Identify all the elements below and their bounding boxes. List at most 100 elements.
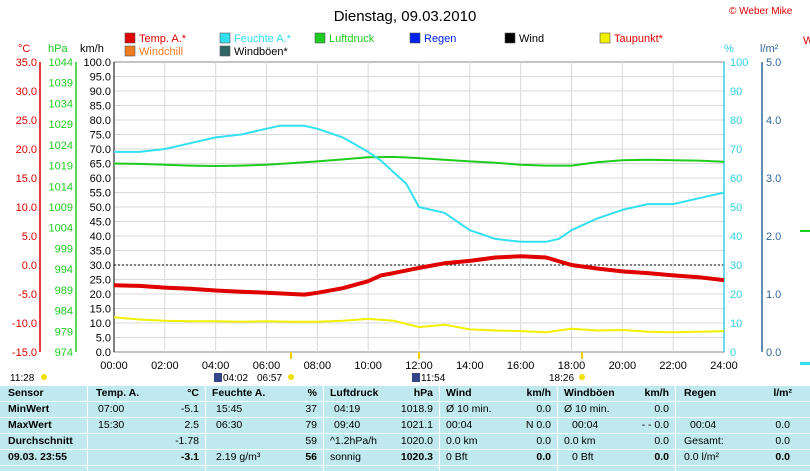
tick-label-humidity: 10	[730, 318, 742, 330]
tick-label-pressure: 994	[55, 264, 73, 276]
temp-column: Temp. A. °C 07:00 -5.1 15:30 2.5 -1.78 -3.1	[88, 386, 206, 471]
unit-pressure: hPa	[48, 43, 68, 55]
rain-unit: l/m²	[773, 387, 792, 399]
series-line-taupunkt	[113, 316, 725, 334]
wind-avg-value: 0.0	[536, 403, 551, 415]
legend-label: Wind	[519, 33, 544, 45]
legend-label: Regen	[424, 33, 456, 45]
moon-icon	[412, 373, 420, 382]
pressure-header: Luftdruck	[330, 387, 379, 399]
tick-label-temp: 10.0	[16, 202, 37, 214]
humidity-max-time: 06:30	[216, 419, 243, 431]
edge-marker-humidity	[800, 362, 810, 365]
gust-column: Windböen km/h Ø 10 min. 0.0 00:04 - - 0.0 0…	[558, 386, 676, 471]
tick-label-rain: 4.0	[766, 115, 781, 127]
series-line-luftdruck	[113, 155, 725, 167]
tick-label-wind: 100.0	[83, 57, 111, 69]
humidity-avg-value: 59	[305, 435, 317, 447]
legend-swatch	[314, 32, 326, 44]
tick-label-wind: 50.0	[90, 202, 111, 214]
tick-label-x: 14:00	[456, 360, 484, 372]
gust-avg-value: 0.0	[654, 403, 669, 415]
gust-beaufort: 0 Bft	[572, 451, 594, 463]
tick-label-temp: 0.0	[22, 260, 37, 272]
tick-label-temp: 15.0	[16, 173, 37, 185]
tick-label-temp: -15.0	[12, 347, 37, 359]
sunrise-icon	[288, 374, 294, 380]
tick-label-temp: 35.0	[16, 57, 37, 69]
temp-avg-value: -1.78	[175, 435, 199, 447]
pressure-max-value: 1021.1	[400, 419, 433, 431]
gust-distance: 0.0 km	[564, 435, 596, 447]
rain-header: Regen	[684, 387, 717, 399]
temp-header: Temp. A.	[96, 387, 140, 399]
pressure-avg-value: 1020.0	[400, 435, 433, 447]
gust-mean-value: 0.0	[654, 435, 669, 447]
tick-label-x: 12:00	[405, 360, 433, 372]
tick-label-x: 18:00	[558, 360, 586, 372]
tick-label-wind: 35.0	[90, 246, 111, 258]
moonset-time: 11:54	[421, 373, 446, 384]
tick-label-temp: 5.0	[22, 231, 37, 243]
legend-label: Taupunkt*	[614, 33, 664, 45]
tick-label-humidity: 90	[730, 86, 742, 98]
humidity-unit: %	[307, 387, 317, 399]
rain-rate: 0.0 l/m²	[684, 451, 720, 463]
tick-label-pressure: 1014	[49, 181, 73, 193]
tick-label-x: 08:00	[304, 360, 332, 372]
tick-label-wind: 55.0	[90, 188, 111, 200]
pressure-current-value: 1020.3	[400, 451, 433, 463]
legend-swatch	[599, 32, 611, 44]
tick-label-wind: 5.0	[96, 333, 111, 345]
weather-chart: 35.0 30.0 25.0 20.0 15.0 10.0 5.0 0.0 -5.0 -10.0 -…	[10, 6, 810, 384]
rain-column: Regen l/m² 00:04 0.0 Gesamt: 0.0 0.0 l/m² 0.…	[676, 386, 810, 471]
tick-label-wind: 70.0	[90, 144, 111, 156]
tick-label-x: 02:00	[151, 360, 179, 372]
wind-distance: 0.0 km	[446, 435, 478, 447]
legend-label: Luftdruck	[329, 33, 375, 45]
tick-label-pressure: 1019	[49, 161, 73, 173]
current-label: 09.03. 23:55	[8, 451, 67, 463]
tick-label-humidity: 20	[730, 289, 742, 301]
unit-temp: °C	[18, 43, 30, 55]
tick-label-rain: 2.0	[766, 231, 781, 243]
tick-label-wind: 40.0	[90, 231, 111, 243]
tick-label-rain: 1.0	[766, 289, 781, 301]
sunset-icon	[579, 374, 585, 380]
copyright: © Weber Mike	[729, 6, 793, 17]
tick-label-wind: 20.0	[90, 289, 111, 301]
moonrise-time: 04:02	[223, 373, 248, 384]
tick-label-wind: 10.0	[90, 318, 111, 330]
pressure-unit: hPa	[413, 387, 433, 399]
sensor-header: Sensor	[8, 387, 44, 399]
humidity-column: Feuchte A.% 15:45 37 06:30 79 59 2.19 g/m³…	[206, 386, 324, 471]
tick-label-x: 24:00	[710, 360, 738, 372]
tick-label-wind: 90.0	[90, 86, 111, 98]
chart-title: Dienstag, 09.03.2010	[334, 8, 477, 25]
tick-label-pressure: 1039	[49, 78, 73, 90]
tick-label-x: 22:00	[659, 360, 687, 372]
pressure-trend: ^1.2hPa/h	[330, 435, 377, 447]
tick-label-wind: 0.0	[96, 347, 111, 359]
tick-label-pressure: 1044	[49, 57, 73, 69]
unit-wind: km/h	[80, 43, 104, 55]
sunset-time: 18:26	[549, 373, 574, 384]
tick-label-humidity: 70	[730, 144, 742, 156]
tick-label-humidity: 0	[730, 347, 736, 359]
wind-max-value: N 0.0	[525, 419, 551, 431]
humidity-max-value: 79	[305, 419, 317, 431]
wind-current-value: 0.0	[536, 451, 551, 463]
gust-unit: km/h	[644, 387, 669, 399]
tick-label-humidity: 100	[730, 57, 748, 69]
tick-label-x: 10:00	[354, 360, 382, 372]
tick-label-wind: 65.0	[90, 159, 111, 171]
humidity-current-value: 56	[305, 451, 317, 463]
tick-label-pressure: 979	[55, 326, 73, 338]
tick-label-rain: 5.0	[766, 57, 781, 69]
pressure-min-value: 1018.9	[400, 403, 433, 415]
gust-max-time: 00:04	[572, 419, 599, 431]
legend-swatch	[219, 32, 231, 44]
legend-swatch	[409, 32, 421, 44]
pressure-max-time: 09:40	[334, 419, 361, 431]
forecast-text: sonnig	[330, 451, 361, 463]
